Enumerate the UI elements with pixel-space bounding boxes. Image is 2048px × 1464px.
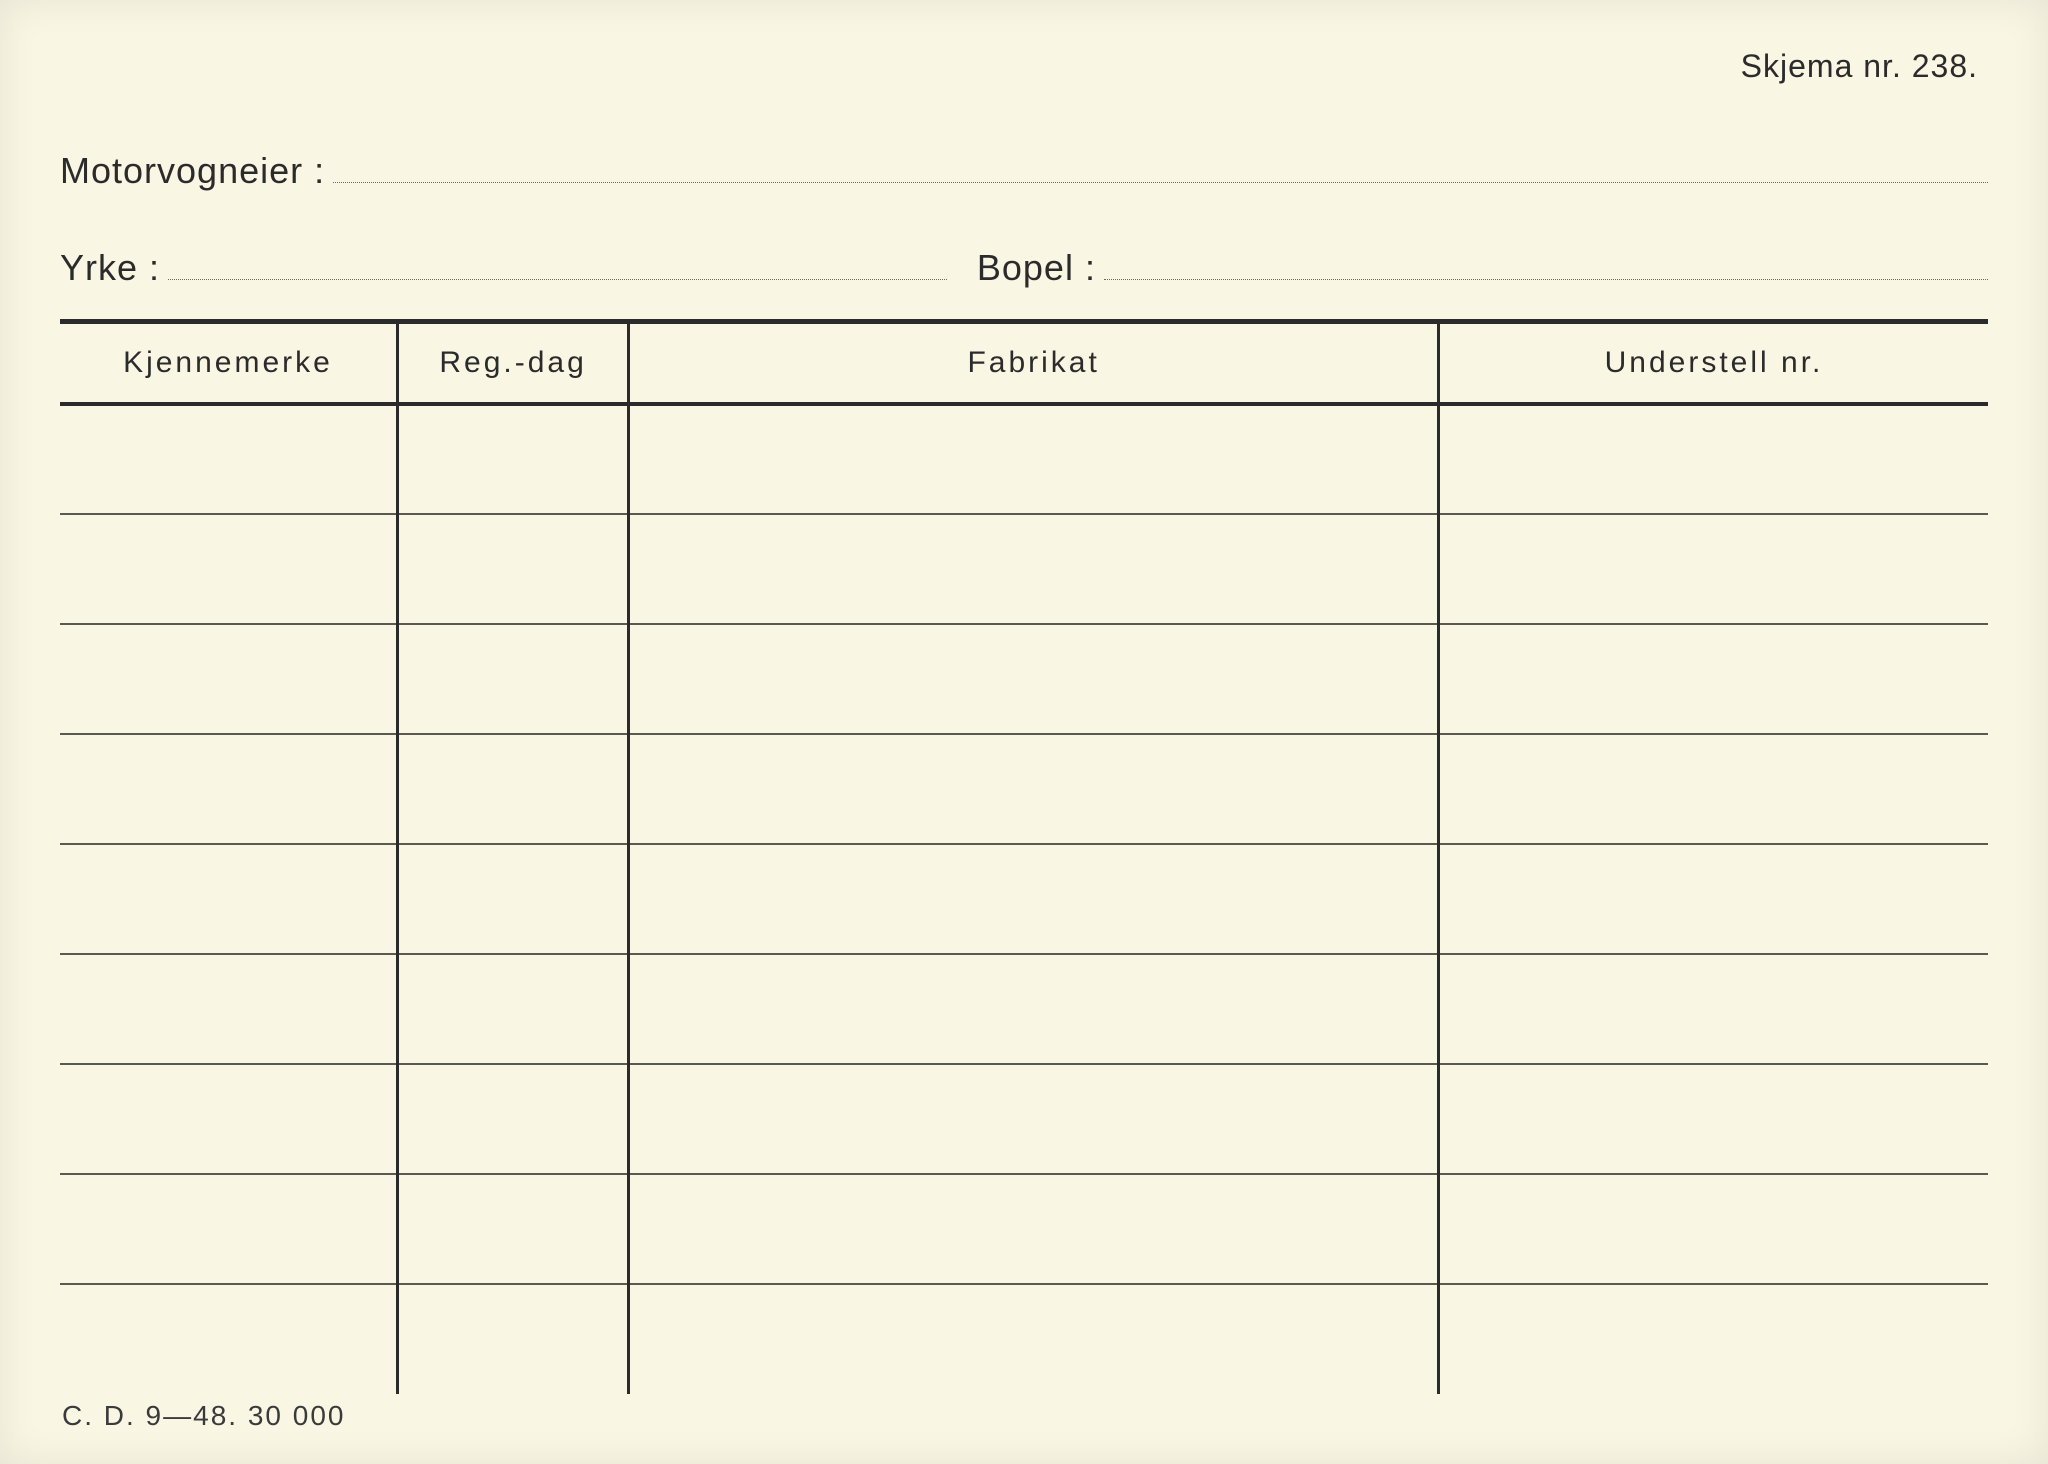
table-row <box>60 734 1988 844</box>
cell-fabrikat[interactable] <box>629 954 1439 1064</box>
cell-fabrikat[interactable] <box>629 1284 1439 1394</box>
owner-field-row: Motorvogneier : <box>60 150 1988 192</box>
cell-kjennemerke[interactable] <box>60 1174 397 1284</box>
cell-understell[interactable] <box>1439 514 1989 624</box>
table-row <box>60 1174 1988 1284</box>
col-header-understell: Understell nr. <box>1439 322 1989 405</box>
table-row <box>60 514 1988 624</box>
cell-fabrikat[interactable] <box>629 734 1439 844</box>
cell-regdag[interactable] <box>397 1064 628 1174</box>
cell-kjennemerke[interactable] <box>60 404 397 514</box>
table-row <box>60 1284 1988 1394</box>
cell-kjennemerke[interactable] <box>60 954 397 1064</box>
table-row <box>60 624 1988 734</box>
cell-fabrikat[interactable] <box>629 624 1439 734</box>
table-header-row: Kjennemerke Reg.-dag Fabrikat Understell… <box>60 322 1988 405</box>
occupation-label: Yrke : <box>60 247 168 289</box>
table-row <box>60 844 1988 954</box>
col-header-kjennemerke: Kjennemerke <box>60 322 397 405</box>
cell-understell[interactable] <box>1439 1284 1989 1394</box>
cell-regdag[interactable] <box>397 1174 628 1284</box>
cell-regdag[interactable] <box>397 844 628 954</box>
occupation-group: Yrke : <box>60 247 947 289</box>
cell-regdag[interactable] <box>397 514 628 624</box>
table-row <box>60 1064 1988 1174</box>
cell-regdag[interactable] <box>397 1284 628 1394</box>
cell-fabrikat[interactable] <box>629 404 1439 514</box>
form-number: Skjema nr. 238. <box>1741 48 1978 85</box>
cell-regdag[interactable] <box>397 954 628 1064</box>
residence-group: Bopel : <box>947 247 1988 289</box>
cell-kjennemerke[interactable] <box>60 1284 397 1394</box>
cell-fabrikat[interactable] <box>629 844 1439 954</box>
cell-understell[interactable] <box>1439 404 1989 514</box>
cell-regdag[interactable] <box>397 624 628 734</box>
cell-regdag[interactable] <box>397 734 628 844</box>
vehicle-table: Kjennemerke Reg.-dag Fabrikat Understell… <box>60 319 1988 1394</box>
cell-fabrikat[interactable] <box>629 514 1439 624</box>
table-row <box>60 404 1988 514</box>
cell-understell[interactable] <box>1439 1064 1989 1174</box>
cell-understell[interactable] <box>1439 1174 1989 1284</box>
residence-label: Bopel : <box>947 247 1104 289</box>
col-header-fabrikat: Fabrikat <box>629 322 1439 405</box>
cell-understell[interactable] <box>1439 954 1989 1064</box>
owner-input-line[interactable] <box>333 155 1988 183</box>
cell-kjennemerke[interactable] <box>60 624 397 734</box>
owner-label: Motorvogneier : <box>60 150 333 192</box>
cell-kjennemerke[interactable] <box>60 844 397 954</box>
cell-kjennemerke[interactable] <box>60 734 397 844</box>
cell-understell[interactable] <box>1439 734 1989 844</box>
cell-regdag[interactable] <box>397 404 628 514</box>
print-code: C. D. 9—48. 30 000 <box>62 1400 345 1432</box>
occupation-input-line[interactable] <box>168 252 947 280</box>
residence-input-line[interactable] <box>1104 252 1988 280</box>
cell-understell[interactable] <box>1439 844 1989 954</box>
cell-fabrikat[interactable] <box>629 1174 1439 1284</box>
cell-kjennemerke[interactable] <box>60 1064 397 1174</box>
table-row <box>60 954 1988 1064</box>
occupation-residence-row: Yrke : Bopel : <box>60 247 1988 289</box>
cell-kjennemerke[interactable] <box>60 514 397 624</box>
cell-fabrikat[interactable] <box>629 1064 1439 1174</box>
cell-understell[interactable] <box>1439 624 1989 734</box>
registration-card: Skjema nr. 238. Motorvogneier : Yrke : B… <box>0 0 2048 1464</box>
col-header-regdag: Reg.-dag <box>397 322 628 405</box>
